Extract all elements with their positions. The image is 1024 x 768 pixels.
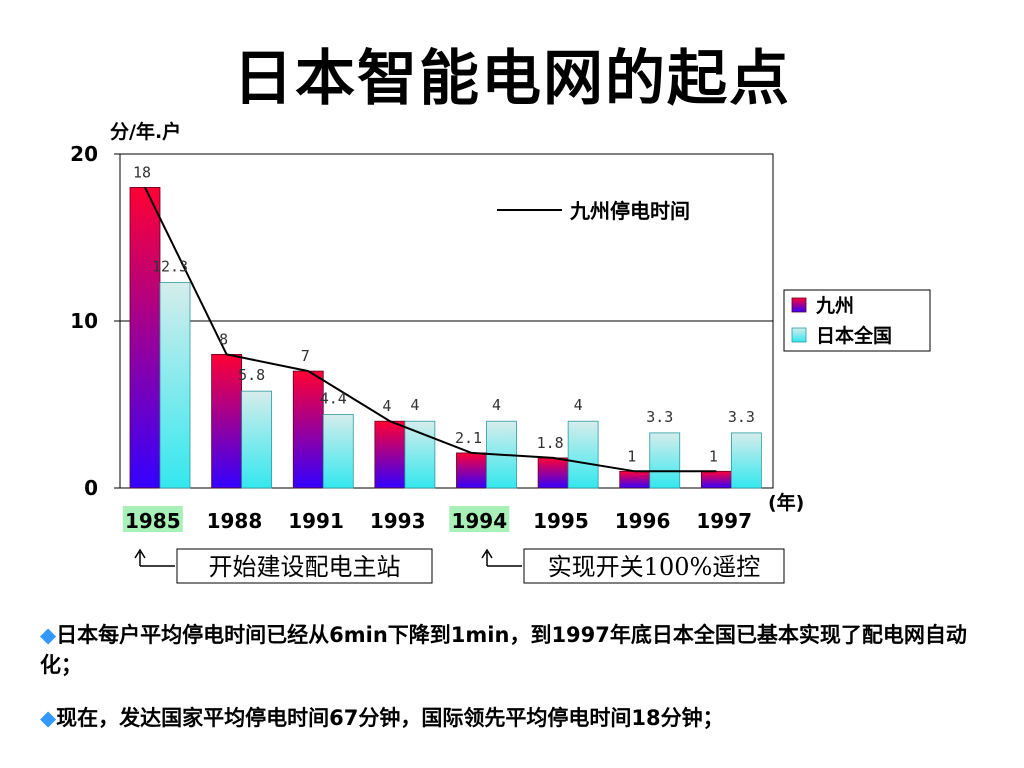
bar-kyushu-1997 [700, 470, 732, 489]
data-label-japan-1993: 4 [410, 396, 419, 414]
x-tick-label-1996: 1996 [615, 509, 671, 533]
bar-japan-1997 [730, 432, 762, 489]
bullet-diamond-icon: ◆ [40, 623, 57, 647]
bar-japan-1996 [649, 432, 681, 489]
legend-label-japan: 日本全国 [816, 324, 892, 347]
data-label-japan-1997: 3.3 [728, 408, 755, 426]
annotation-box [523, 548, 785, 584]
y-tick-label: 20 [70, 142, 98, 166]
legend-label-kyushu: 九州 [815, 295, 854, 317]
category-highlight-1994 [449, 506, 510, 532]
line-legend-label: 九州停电时间 [569, 199, 690, 223]
legend-swatch-kyushu [791, 297, 807, 313]
bullet-point-2: ◆现在，发达国家平均停电时间67分钟，国际领先平均停电时间18分钟； [40, 703, 980, 733]
data-label-kyushu-1991: 7 [301, 347, 310, 365]
data-label-kyushu-1993: 4 [382, 397, 391, 415]
x-tick-label-1991: 1991 [288, 509, 344, 533]
data-label-japan-1994: 4 [492, 396, 501, 414]
bar-kyushu-1991 [292, 370, 324, 489]
power-outage-chart: 0 10 20 分/年.户 (年) 18 12.3 1985 8 5.8 1988 7 4.4 1991 4… [70, 120, 931, 584]
data-label-japan-1996: 3.3 [646, 408, 673, 426]
legend [783, 289, 931, 352]
data-label-kyushu-1988: 8 [219, 330, 228, 348]
x-tick-label-1994: 1994 [451, 509, 507, 533]
bar-kyushu-1993 [374, 420, 406, 489]
line-kyushu-outage [144, 186, 717, 473]
bullet-diamond-icon: ◆ [40, 706, 57, 730]
y-tick-label: 10 [70, 309, 98, 333]
data-label-kyushu-1994: 2.1 [455, 429, 482, 447]
bar-kyushu-1988 [211, 353, 243, 489]
bar-kyushu-1985 [129, 186, 161, 489]
bar-japan-1993 [404, 420, 436, 489]
slide-title: 日本智能电网的起点 [233, 44, 791, 114]
legend-swatch-japan [791, 327, 807, 343]
data-label-kyushu-1996: 1 [627, 447, 636, 465]
bar-japan-1995 [567, 420, 599, 489]
data-label-japan-1995: 4 [574, 396, 583, 414]
annotation-box [176, 548, 433, 584]
x-tick-label-1995: 1995 [533, 509, 589, 533]
bar-japan-1985 [159, 282, 191, 489]
annotation-text-1: 开始建设配电主站 [209, 553, 401, 581]
x-axis-label: (年) [768, 491, 804, 514]
bar-kyushu-1995 [537, 457, 569, 489]
x-tick-label-1993: 1993 [370, 509, 426, 533]
bar-kyushu-1996 [619, 470, 651, 489]
bullet-point-1: ◆日本每户平均停电时间已经从6min下降到1min，到1997年底日本全国已基本… [40, 620, 980, 680]
x-tick-label-1997: 1997 [696, 509, 752, 533]
bar-japan-1988 [241, 390, 273, 489]
data-label-japan-1988: 5.8 [238, 366, 265, 384]
annotation-arrow-icon [481, 548, 522, 567]
data-label-japan-1991: 4.4 [320, 390, 347, 408]
data-label-kyushu-1985: 18 [133, 163, 151, 181]
bullet-text-2: 现在，发达国家平均停电时间67分钟，国际领先平均停电时间18分钟； [56, 706, 724, 730]
data-label-kyushu-1995: 1.8 [537, 434, 564, 452]
data-label-japan-1985: 12.3 [152, 258, 188, 276]
bar-kyushu-1994 [456, 452, 487, 489]
y-axis-label: 分/年.户 [110, 120, 181, 143]
annotation-arrow-icon [134, 548, 175, 567]
x-tick-label-1985: 1985 [125, 509, 181, 533]
category-highlight-1985 [122, 506, 183, 532]
y-tick-label: 0 [84, 476, 98, 500]
annotation-text-2: 实现开关100%遥控 [548, 553, 761, 581]
bar-japan-1991 [322, 414, 354, 489]
x-tick-label-1988: 1988 [207, 509, 263, 533]
data-label-kyushu-1997: 1 [709, 447, 718, 465]
bullet-text-1: 日本每户平均停电时间已经从6min下降到1min，到1997年底日本全国已基本实… [40, 623, 967, 677]
